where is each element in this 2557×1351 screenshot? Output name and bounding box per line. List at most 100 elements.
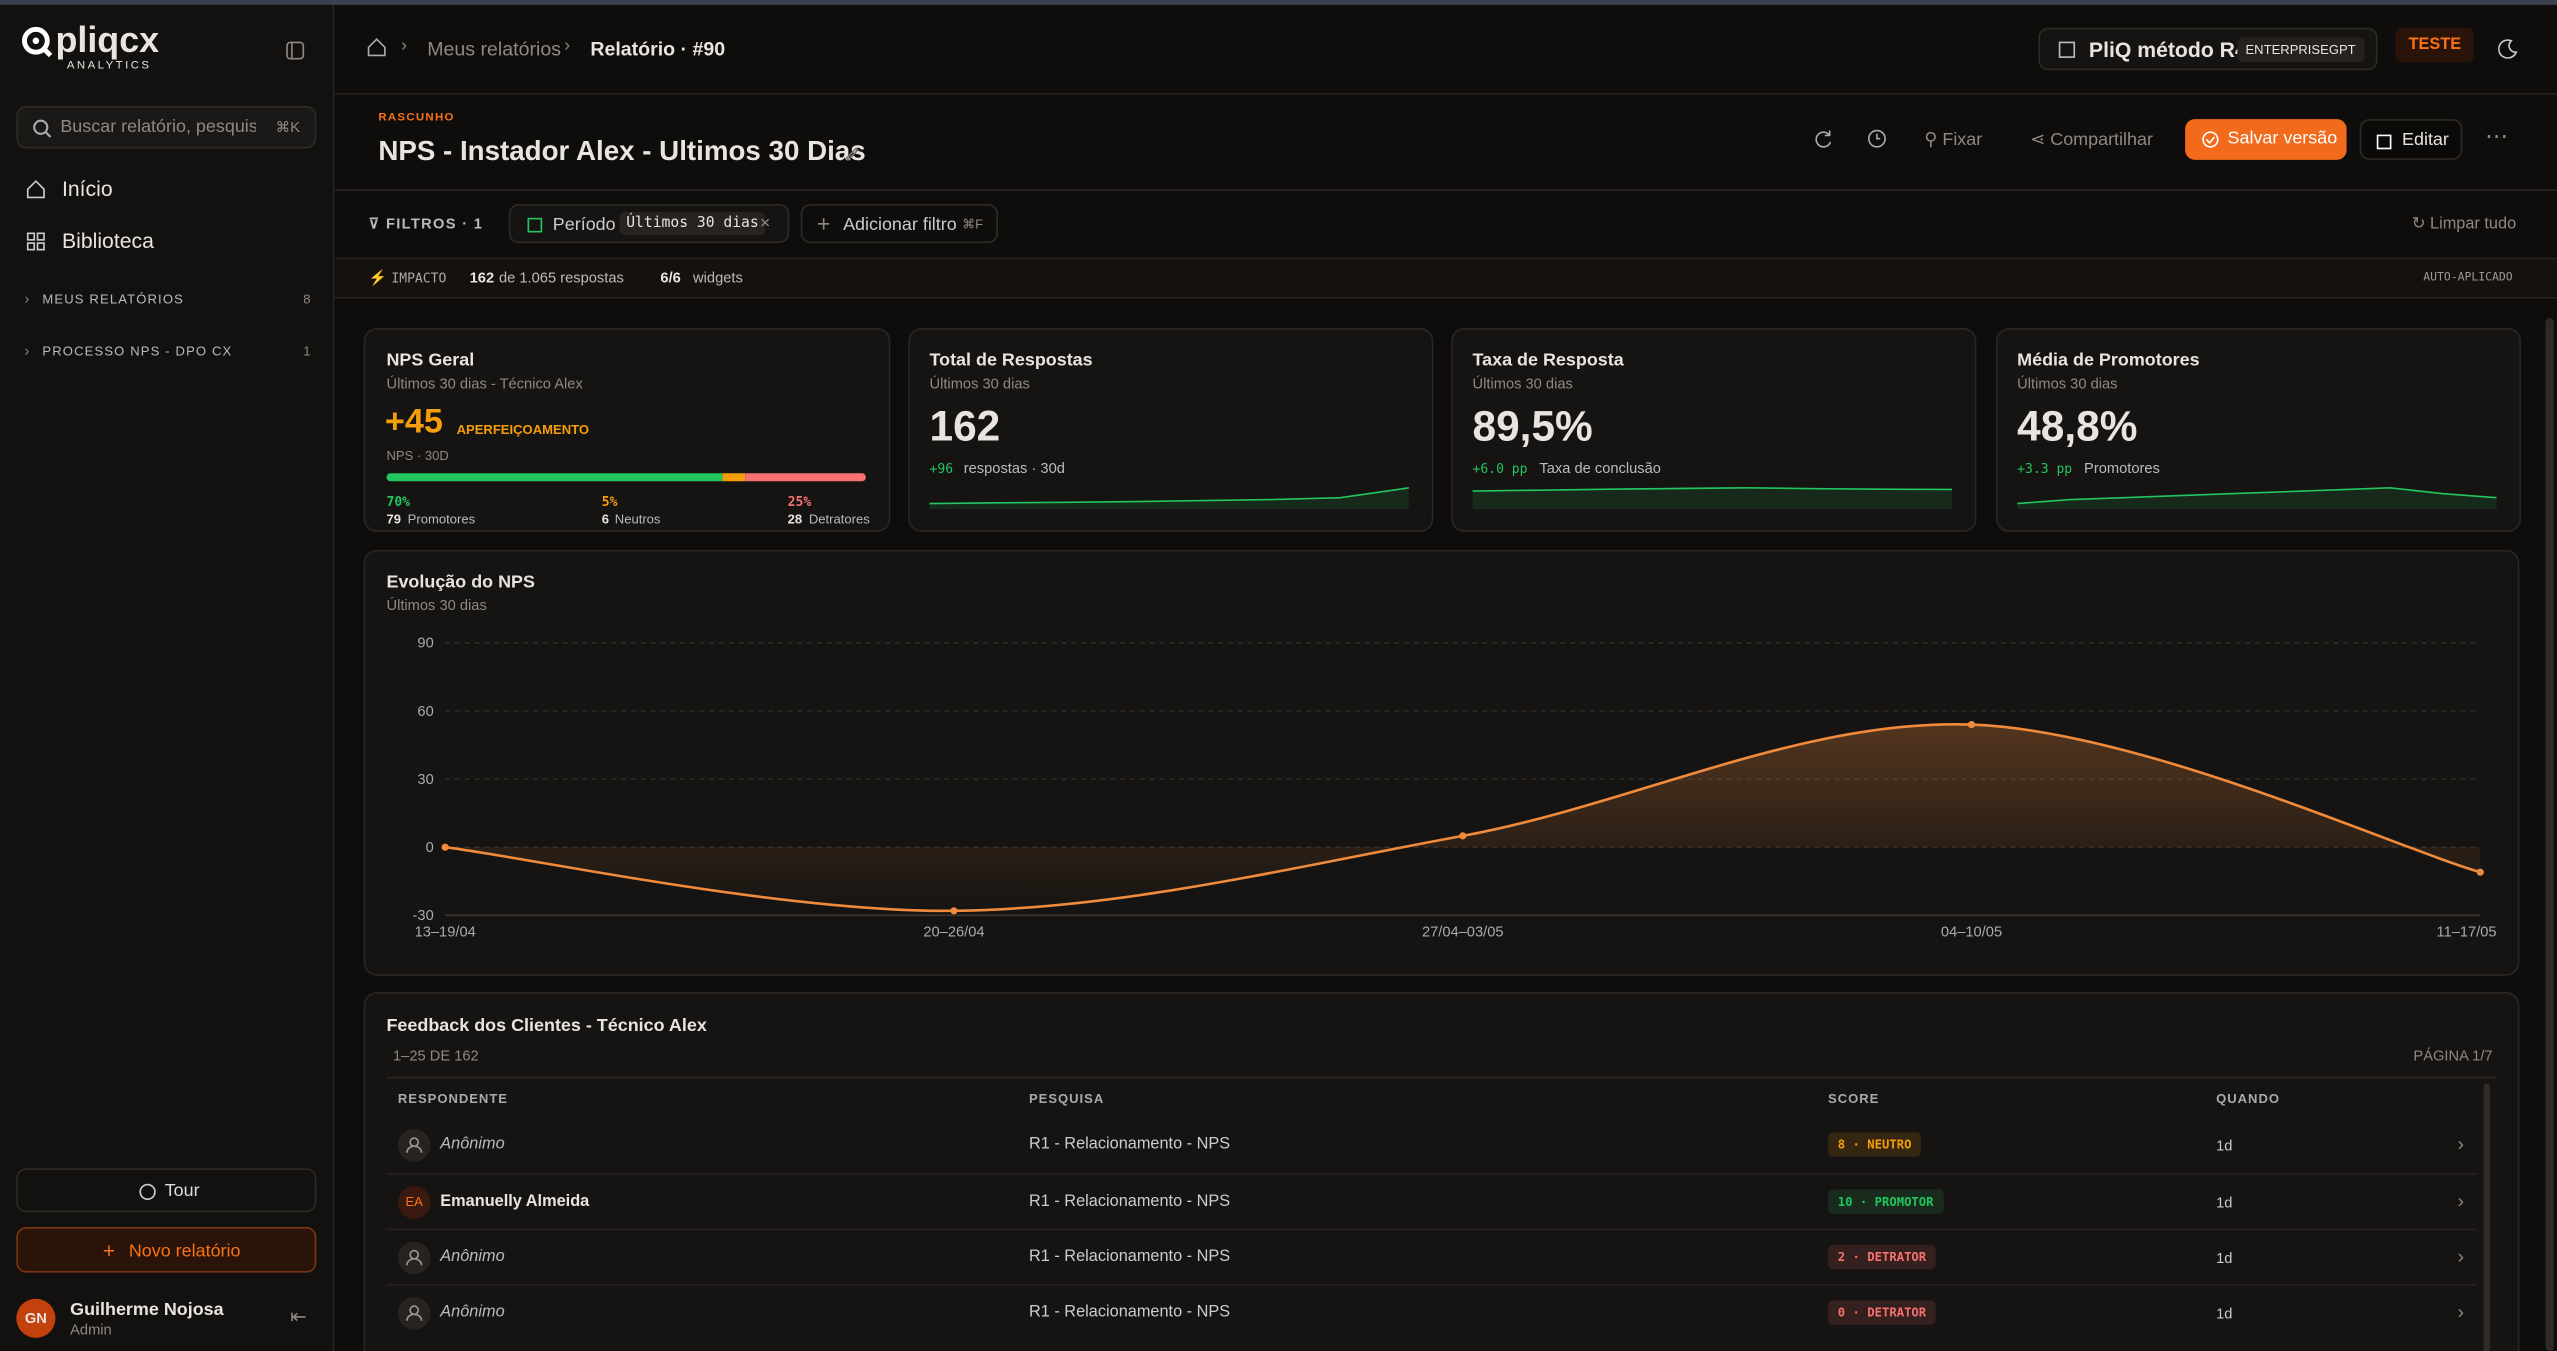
when: 1d [2216, 1137, 2233, 1154]
group-count: 8 [303, 292, 311, 307]
kpi-delta: +3.3 pp [2017, 461, 2073, 477]
home-icon[interactable] [367, 38, 387, 58]
respondent: Anônimo [440, 1135, 505, 1154]
survey: R1 - Relacionamento - NPS [1028, 1303, 1231, 1322]
kpi-card: Taxa de Resposta Últimos 30 dias 89,5% +6.0… [1451, 327, 1977, 532]
collapse-button[interactable] [285, 41, 305, 61]
when: 1d [2216, 1194, 2233, 1211]
y-tick-label: -30 [413, 908, 434, 924]
score-badge: 8 · NEUTRO [1828, 1132, 1922, 1157]
sparkline [2017, 487, 2497, 510]
group-count: 1 [303, 344, 311, 359]
segment-label: Neutros [614, 512, 661, 528]
card-subtitle: Últimos 30 dias - Técnico Alex [386, 375, 583, 392]
nps-caption: NPS · 30D [386, 448, 449, 464]
point [441, 843, 449, 851]
breadcrumb-item[interactable]: Meus relatórios [427, 37, 562, 61]
x-tick-label: 27/04–03/05 [1422, 925, 1504, 941]
table-row[interactable]: Anônimo R1 - Relacionamento - NPS 8 · NEUT… [386, 1118, 2477, 1173]
chip-value: Últimos 30 dias [619, 212, 766, 235]
nav-item[interactable]: Biblioteca [61, 228, 154, 253]
chip-remove[interactable]: × [759, 213, 771, 234]
search-box[interactable]: Buscar relatório, pesquisa ⌘K [16, 106, 317, 149]
kpi-delta-label: respostas · 30d [963, 460, 1065, 477]
new-report-label: Novo relatório [128, 1241, 241, 1262]
row-chevron: › [2457, 1300, 2464, 1324]
window-bar [0, 0, 2557, 5]
row-chevron: › [2457, 1132, 2464, 1156]
kpi-value: 89,5% [1472, 401, 1593, 451]
nps-chart: -30 0 30 60 90 13–19/04 20–26/04 27/04–03/05 04–… [413, 636, 2497, 941]
logout-button[interactable]: ⇤ [290, 1305, 307, 1329]
kpi-delta: +96 [929, 461, 954, 477]
card-subtitle: Últimos 30 dias [2017, 375, 2118, 392]
row-chevron: › [2457, 1189, 2464, 1213]
kpi-delta-label: Promotores [2084, 460, 2160, 477]
add-filter-button[interactable]: + Adicionar filtro ⌘F [800, 203, 998, 244]
nps-chart-card: Evolução do NPS Últimos 30 dias -30 0 30 60… [363, 549, 2520, 976]
segment-share: 70% [386, 494, 411, 510]
refresh-button[interactable] [1813, 129, 1833, 149]
nav-item[interactable]: Início [61, 176, 113, 201]
x-tick-label: 13–19/04 [415, 925, 476, 941]
workspace-badge: ENTERPRISEGPT [2237, 37, 2364, 63]
group-label[interactable]: MEUS RELATÓRIOS [42, 292, 184, 307]
tour-button[interactable]: Tour [16, 1168, 317, 1213]
survey: R1 - Relacionamento - NPS [1028, 1248, 1231, 1267]
impact-widgets-text: widgets [693, 269, 743, 286]
card-title: Média de Promotores [2017, 350, 2200, 371]
brand-sub: ANALYTICS [66, 60, 152, 72]
share-button[interactable]: ⋖ Compartilhar [2030, 130, 2153, 151]
respondent: Anônimo [440, 1248, 505, 1267]
workspace-switcher[interactable]: PliQ método R4 ENTERPRISEGPT [2038, 27, 2378, 71]
save-version-label: Salvar versão [2227, 128, 2338, 149]
table-range: 1–25 DE 162 [392, 1047, 479, 1064]
sparkline-area [929, 487, 1409, 510]
kpi-delta-label: Taxa de conclusão [1539, 460, 1661, 477]
impact-count: 162 [469, 269, 495, 286]
table-page: PÁGINA 1/7 [2413, 1047, 2493, 1064]
respondent: Anônimo [440, 1303, 505, 1322]
share-label: Compartilhar [2050, 130, 2153, 151]
more-button[interactable]: ⋯ [2485, 122, 2509, 149]
impact-label: IMPACTO [391, 270, 447, 286]
table-row[interactable]: Anônimo R1 - Relacionamento - NPS 0 · DETR… [386, 1284, 2478, 1341]
history-button[interactable] [1867, 129, 1887, 149]
edit-button[interactable]: Editar [2359, 119, 2463, 160]
group-label[interactable]: PROCESSO NPS - DPO CX [42, 344, 233, 359]
nps-card: NPS Geral Últimos 30 dias - Técnico Alex… [363, 327, 891, 532]
distribution-segment [746, 473, 866, 482]
sparkline-area [2017, 487, 2497, 510]
survey: R1 - Relacionamento - NPS [1028, 1135, 1231, 1154]
theme-toggle[interactable] [2498, 39, 2518, 59]
user-avatar: GN [16, 1298, 56, 1338]
add-filter-shortcut: ⌘F [962, 217, 984, 232]
clear-all-button[interactable]: ↻ Limpar tudo [2411, 215, 2517, 234]
scrollbar[interactable] [2545, 318, 2554, 1351]
period-filter-chip[interactable]: Período Últimos 30 dias × [508, 203, 790, 244]
card-title: NPS Geral [386, 350, 475, 371]
status-label: RASCUNHO [378, 112, 455, 125]
search-placeholder: Buscar relatório, pesquisa [60, 117, 257, 138]
kpi-card: Total de Respostas Últimos 30 dias 162 +96 r… [908, 327, 1434, 532]
edit-label: Editar [2402, 130, 2449, 151]
column-header: PESQUISA [1028, 1091, 1105, 1107]
point [950, 907, 958, 915]
workspace-name: PliQ método R4 [2088, 37, 2247, 63]
new-report-button[interactable]: + Novo relatório [16, 1226, 317, 1273]
distribution-segment [386, 473, 723, 482]
segment-label: Promotores [407, 512, 476, 528]
pin-button[interactable]: ⚲ Fixar [1924, 130, 1983, 151]
brand: pliqcx [55, 19, 160, 61]
segment-count: 6 [601, 512, 609, 528]
x-tick-label: 11–17/05 [2437, 925, 2497, 941]
clear-all-label: Limpar tudo [2430, 215, 2517, 234]
table-row[interactable]: Anônimo R1 - Relacionamento - NPS 2 · DETR… [386, 1228, 2478, 1286]
table-scrollbar[interactable] [2483, 1083, 2491, 1351]
nav-icon [26, 179, 45, 199]
table-row[interactable]: EA Emanuelly Almeida R1 - Relacionamento -… [386, 1173, 2478, 1230]
impact-widgets: 6/6 [660, 269, 681, 286]
save-version-button[interactable]: Salvar versão [2185, 119, 2347, 160]
nps-value: +45 [384, 403, 443, 441]
